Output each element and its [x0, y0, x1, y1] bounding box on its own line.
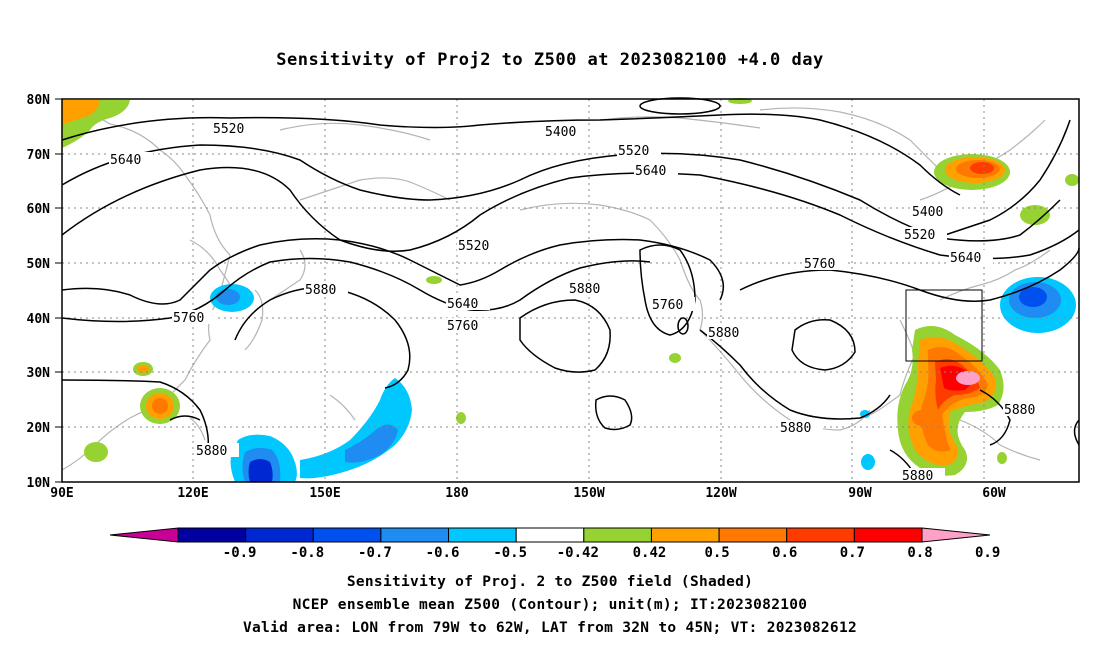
lon-label: 180	[445, 486, 469, 501]
colorbar-tick-label: -0.5	[493, 545, 527, 561]
lon-label: 120E	[177, 486, 208, 501]
colorbar-tick-label: -0.6	[426, 545, 460, 561]
contour-label: 5520	[618, 144, 649, 159]
colorbar-box	[448, 527, 517, 543]
contour-label: 5880	[708, 326, 739, 341]
colorbar-min-arrow	[109, 527, 179, 543]
colorbar-box	[245, 527, 314, 543]
map-title: Sensitivity of Proj2 to Z500 at 20230821…	[276, 50, 824, 70]
colorbar-tick-label: 0.42	[633, 545, 667, 561]
latitude-labels: 80N 70N 60N 50N 40N 30N 20N 10N	[27, 93, 51, 491]
contour-label: 5880	[569, 282, 600, 297]
colorbar-box	[380, 527, 450, 543]
contour-label: 5640	[950, 251, 981, 266]
lat-label: 30N	[27, 366, 51, 381]
colorbar-box	[718, 527, 788, 543]
contour-label: 5880	[780, 421, 811, 436]
colorbar-box	[786, 527, 855, 543]
lat-label: 10N	[27, 476, 51, 491]
colorbar-tick-label: 0.8	[907, 545, 932, 561]
colorbar-tick-label: 0.5	[704, 545, 729, 561]
colorbar-max-arrow	[921, 527, 991, 543]
z500-contours	[61, 97, 1080, 483]
colorbar: -0.9 -0.8 -0.7 -0.6 -0.5 -0.42 0.42 0.5 0.6 0.7 0.…	[109, 527, 1000, 561]
map-frame	[61, 98, 1080, 483]
lon-label: 60W	[982, 486, 1006, 501]
lon-label: 150E	[309, 486, 340, 501]
contour-label: 5760	[447, 319, 478, 334]
colorbar-box	[650, 527, 720, 543]
colorbar-box	[312, 527, 382, 543]
contour-label: 5520	[458, 239, 489, 254]
colorbar-box	[515, 527, 585, 543]
lat-label: 20N	[27, 421, 51, 436]
valid-area-box	[905, 289, 983, 362]
contour-label: 5520	[213, 122, 244, 137]
contour-label: 5640	[635, 164, 666, 179]
contour-labels: 5520 5400 5520 5640 5640 5400 5520 5640 …	[109, 121, 1047, 484]
contour-label: 5640	[110, 153, 141, 168]
lon-label: 120W	[705, 486, 736, 501]
colorbar-tick-label: 0.9	[975, 545, 1000, 561]
contour-label: 5880	[305, 283, 336, 298]
contour-label: 5640	[447, 297, 478, 312]
lat-label: 50N	[27, 257, 51, 272]
contour-label: 5760	[173, 311, 204, 326]
colorbar-tick-label: -0.42	[557, 545, 599, 561]
contour-label: 5760	[652, 298, 683, 313]
colorbar-box	[583, 527, 652, 543]
contour-label: 5400	[912, 205, 943, 220]
colorbar-box	[177, 527, 247, 543]
colorbar-tick-label: 0.7	[840, 545, 865, 561]
colorbar-box	[853, 527, 923, 543]
contour-label: 5520	[904, 228, 935, 243]
lon-label: 90E	[50, 486, 73, 501]
contour-label: 5880	[1004, 403, 1035, 418]
contour-label: 5880	[196, 444, 227, 459]
longitude-labels: 90E 120E 150E 180 150W 120W 90W 60W	[50, 486, 1006, 501]
lat-label: 40N	[27, 312, 51, 327]
caption-shading: Sensitivity of Proj. 2 to Z500 field (Sh…	[346, 574, 754, 590]
colorbar-tick-label: -0.8	[290, 545, 324, 561]
contour-label: 5400	[545, 125, 576, 140]
lat-label: 80N	[27, 93, 51, 108]
lon-label: 150W	[573, 486, 604, 501]
contour-label: 5760	[804, 257, 835, 272]
contour-label: 5880	[902, 469, 933, 484]
caption-contour: NCEP ensemble mean Z500 (Contour); unit(…	[292, 597, 808, 613]
lat-label: 70N	[27, 148, 51, 163]
lon-label: 90W	[848, 486, 872, 501]
lat-ticks	[55, 98, 62, 483]
colorbar-tick-label: -0.9	[223, 545, 257, 561]
colorbar-tick-label: 0.6	[772, 545, 797, 561]
colorbar-tick-label: -0.7	[358, 545, 392, 561]
caption-valid-area: Valid area: LON from 79W to 62W, LAT fro…	[242, 620, 858, 636]
lat-label: 60N	[27, 202, 51, 217]
